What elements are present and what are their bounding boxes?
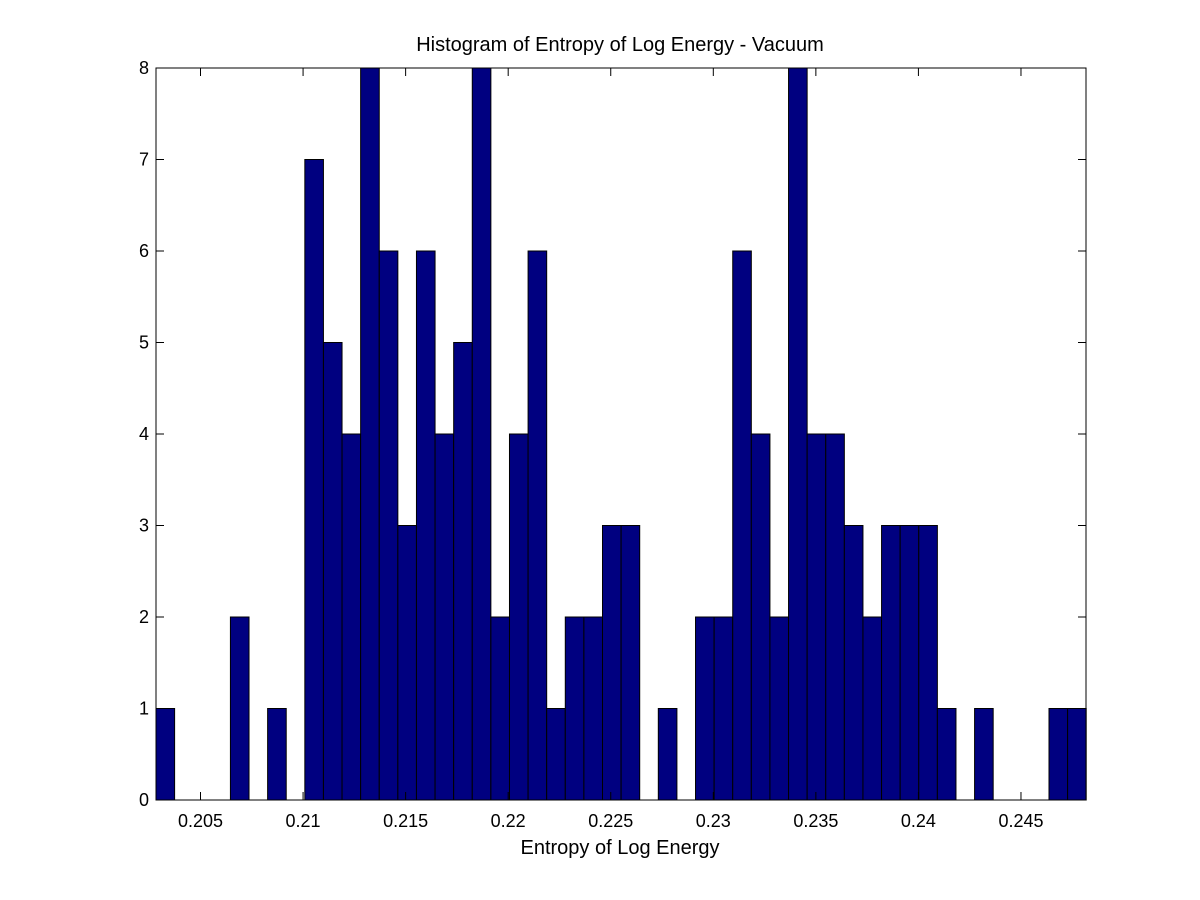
- x-tick-label: 0.235: [793, 811, 838, 831]
- histogram-bar: [620, 525, 641, 801]
- y-tick-label: 0: [139, 790, 149, 810]
- histogram-bar: [564, 616, 585, 801]
- histogram-bar: [229, 616, 250, 801]
- histogram-bar: [843, 525, 864, 801]
- histogram-bar: [471, 67, 492, 801]
- histogram-bar: [322, 342, 343, 801]
- y-tick-label: 1: [139, 699, 149, 719]
- histogram-bar: [434, 433, 455, 801]
- histogram-bar: [750, 433, 771, 801]
- histogram-bar: [974, 708, 994, 801]
- x-tick-label: 0.205: [178, 811, 223, 831]
- y-tick-label: 2: [139, 607, 149, 627]
- x-tick-label: 0.22: [491, 811, 526, 831]
- histogram-bar: [378, 250, 399, 801]
- x-tick-label: 0.23: [696, 811, 731, 831]
- histogram-bar: [341, 433, 362, 801]
- histogram-bar: [397, 525, 417, 801]
- x-tick-label: 0.245: [998, 811, 1043, 831]
- y-tick-label: 7: [139, 150, 149, 170]
- histogram-bar: [881, 525, 901, 801]
- histogram-bar: [713, 616, 734, 801]
- y-tick-label: 4: [139, 424, 149, 444]
- chart-title: Histogram of Entropy of Log Energy - Vac…: [416, 34, 824, 56]
- histogram-bar: [601, 525, 622, 801]
- histogram-bar: [583, 616, 603, 801]
- histogram-bar: [788, 67, 808, 801]
- histogram-bar: [267, 708, 287, 801]
- y-tick-label: 5: [139, 333, 149, 353]
- x-tick-label: 0.215: [383, 811, 428, 831]
- y-tick-label: 6: [139, 241, 149, 261]
- histogram-bar: [508, 433, 529, 801]
- histogram-bar: [806, 433, 827, 801]
- x-axis-ticks: 0.205 0.21 0.215 0.22 0.225 0.23 0.235 0.24 0.24…: [178, 68, 1044, 831]
- histogram-bar: [899, 525, 920, 801]
- x-axis-label: Entropy of Log Energy: [520, 837, 719, 859]
- histogram-bar: [1067, 708, 1087, 801]
- histogram-bar: [862, 616, 883, 801]
- histogram-bar: [490, 616, 510, 801]
- histogram-bar: [657, 708, 678, 801]
- histogram-bar: [415, 250, 436, 801]
- histogram-bar: [769, 616, 790, 801]
- histogram-bar: [304, 159, 324, 801]
- x-tick-label: 0.24: [901, 811, 936, 831]
- x-tick-label: 0.225: [588, 811, 633, 831]
- histogram-bar: [825, 433, 845, 801]
- bars-group: [155, 67, 1087, 801]
- x-tick-label: 0.21: [286, 811, 321, 831]
- histogram-bar: [155, 708, 176, 801]
- y-tick-label: 3: [139, 516, 149, 536]
- histogram-bar: [546, 708, 566, 801]
- histogram-bar: [360, 67, 380, 801]
- histogram-bar: [695, 616, 715, 801]
- histogram-bar: [918, 525, 938, 801]
- y-axis-ticks: 0 1 2 3 4 5 6 7 8: [139, 58, 1086, 810]
- histogram-bar: [453, 342, 473, 801]
- y-tick-label: 8: [139, 58, 149, 78]
- histogram-bar: [1048, 708, 1069, 801]
- histogram-bar: [527, 250, 548, 801]
- histogram-bar: [732, 250, 752, 801]
- histogram-bar: [936, 708, 957, 801]
